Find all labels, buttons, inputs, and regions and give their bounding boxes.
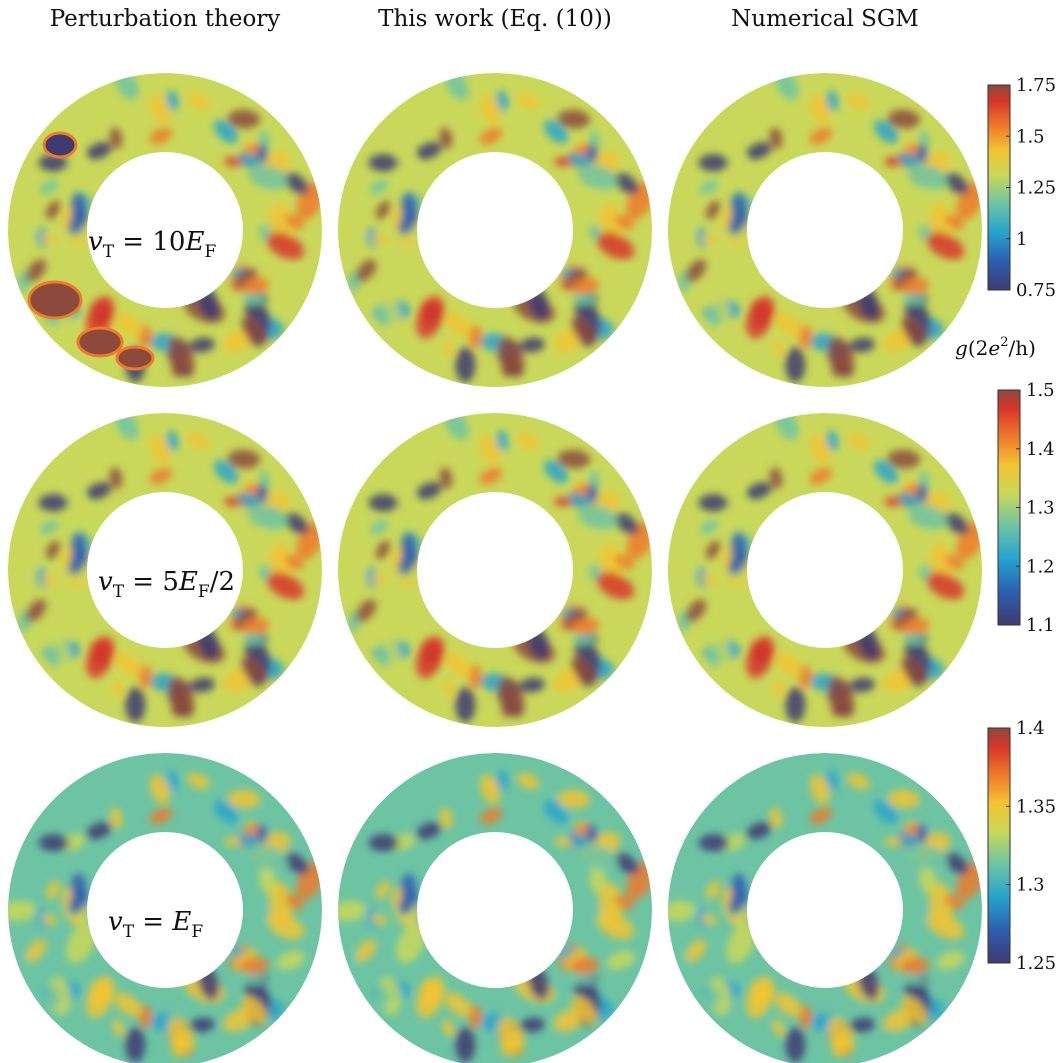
colorbar-tick-label: 1.1 [1026, 615, 1055, 636]
sgm-ring-panel [8, 753, 322, 1063]
sgm-ring-panel [8, 413, 322, 727]
sgm-ring-panel [668, 753, 982, 1063]
colorbar-tick-label: 1.25 [1016, 178, 1056, 199]
colorbar-tick-label: 1.5 [1016, 126, 1045, 147]
row-label-vt-10ef: vT = 10EF [88, 227, 216, 262]
colorbar-tick-label: 1 [1016, 229, 1027, 250]
colorbar-tick-label: 1.35 [1016, 796, 1056, 817]
column-title-numerical-sgm: Numerical SGM [731, 6, 919, 32]
sgm-ring-panel [668, 413, 982, 727]
colorbar-tick-label: 1.5 [1026, 380, 1055, 401]
colorbar-unit-label: g(2e2/h) [955, 335, 1036, 360]
sgm-ring-panel [338, 413, 652, 727]
colorbar-tick-label: 1.3 [1016, 875, 1045, 896]
colorbar-top: 1.75 1.5 1.25 1 0.75 [987, 75, 1056, 301]
sgm-ring-panel [338, 73, 652, 387]
colorbar-middle: 1.5 1.4 1.3 1.2 1.1 [997, 380, 1055, 636]
colorbar-tick-label: 1.4 [1026, 439, 1055, 460]
colorbar-tick-label: 1.2 [1026, 556, 1055, 577]
column-title-this-work: This work (Eq. (10)) [378, 6, 612, 32]
colorbar-tick-label: 1.3 [1026, 498, 1055, 519]
colorbar-tick-label: 1.75 [1016, 75, 1056, 96]
colorbar-tick-label: 1.25 [1016, 953, 1056, 974]
sgm-ring-panel [8, 73, 322, 387]
colorbar-bottom: 1.4 1.35 1.3 1.25 [987, 718, 1056, 974]
row-label-vt-ef: vT = EF [108, 907, 203, 942]
sgm-ring-panel [338, 753, 652, 1063]
colorbar-tick-label: 0.75 [1016, 280, 1056, 301]
row-label-vt-5ef-2: vT = 5EF/2 [98, 567, 235, 602]
sgm-ring-panel [668, 73, 982, 387]
colorbar-tick-label: 1.4 [1016, 718, 1045, 739]
column-title-perturbation-theory: Perturbation theory [49, 6, 281, 32]
ring-panels [8, 73, 982, 1063]
